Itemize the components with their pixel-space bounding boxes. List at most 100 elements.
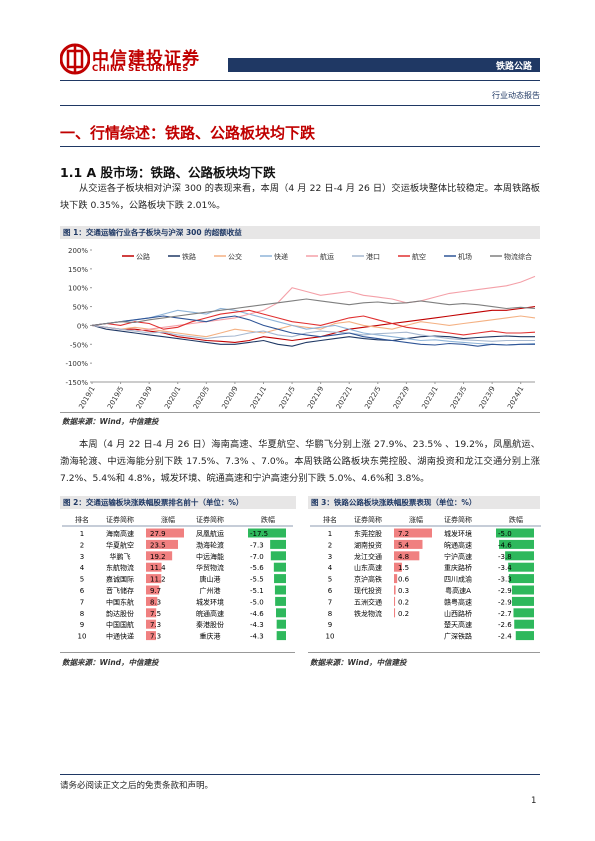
rule <box>60 412 540 413</box>
table-header: 跌幅 <box>261 515 275 524</box>
gain-value: 7.3 <box>150 633 161 641</box>
loss-bar <box>511 596 534 606</box>
loss-bar <box>505 551 534 561</box>
rank: 1 <box>328 530 332 538</box>
stock-name: 秦港股份 <box>196 620 224 629</box>
gain-bar <box>394 596 396 606</box>
x-tick-label: 2021/5 <box>278 385 297 410</box>
legend-label: 公路 <box>136 252 150 261</box>
gain-bar <box>394 551 420 561</box>
paragraph: 本周（4 月 22 日-4 月 26 日）海南高速、华夏航空、华鹏飞分别上涨 2… <box>60 439 540 484</box>
gain-value: 19.2 <box>150 553 166 561</box>
gain-value: 7.2 <box>398 530 409 538</box>
legend-label: 铁路 <box>182 252 196 261</box>
rank: 6 <box>80 587 85 595</box>
gain-bar <box>146 585 160 595</box>
stock-name: 中国国航 <box>106 620 134 629</box>
gain-bar <box>146 631 156 641</box>
stock-name: 龙江交通 <box>354 552 382 561</box>
rank: 5 <box>80 576 84 584</box>
loss-bar <box>274 585 286 595</box>
loss-bar <box>514 619 534 629</box>
stock-name: 宁沪高速 <box>444 552 472 561</box>
rank: 9 <box>80 621 84 629</box>
rank: 4 <box>80 564 85 572</box>
loss-value: -4.3 <box>250 633 264 641</box>
y-tick-label: 50% <box>72 304 88 312</box>
rank: 10 <box>326 633 335 641</box>
series-line <box>91 307 536 346</box>
gain-bar <box>394 574 398 584</box>
loss-value: -4.6 <box>498 541 512 549</box>
gain-value: 7.5 <box>150 610 161 618</box>
stock-name: 韵达股份 <box>106 609 134 618</box>
gain-bar <box>394 608 396 618</box>
rank: 4 <box>328 564 333 572</box>
rank: 1 <box>80 530 84 538</box>
x-tick-label: 2020/9 <box>220 385 239 410</box>
loss-bar <box>270 539 286 549</box>
loss-bar <box>274 574 286 584</box>
y-tick-label: -100% <box>65 360 88 368</box>
loss-value: -3.3 <box>498 576 512 584</box>
table-header: 排名 <box>75 515 89 524</box>
x-tick-label: 2020/5 <box>192 385 211 410</box>
stock-name: 五洲交通 <box>354 597 382 606</box>
stock-name: 皖通高速 <box>444 540 472 549</box>
rank: 8 <box>328 610 332 618</box>
y-tick-label: 0% <box>77 322 88 330</box>
tables: 排名 证券简称 涨幅 证券简称 跌幅 1 海南高速 27.9 凤凰航运 -17.5 2 华夏航空 23.… <box>62 515 541 641</box>
series-line <box>91 306 536 343</box>
gain-bar <box>146 608 157 618</box>
page-number: 1 <box>531 796 537 806</box>
series-line <box>91 315 535 347</box>
stock-name: 东莞控股 <box>354 529 382 538</box>
stock-name: 城发环境 <box>444 529 472 538</box>
stock-name: 华夏航空 <box>106 540 134 549</box>
stock-name: 现代投资 <box>354 586 382 595</box>
stock-name: 湖南投资 <box>354 540 382 549</box>
loss-bar <box>515 631 534 641</box>
loss-value: -5.1 <box>250 587 264 595</box>
stock-name: 广州港 <box>200 586 221 595</box>
gain-bar <box>146 574 162 584</box>
stock-name: 楚天高速 <box>444 620 472 629</box>
y-tick-label: 100% <box>68 285 88 293</box>
stock-name: 东航物流 <box>106 563 134 572</box>
x-tick-label: 2019/1 <box>77 385 96 410</box>
loss-bar <box>270 551 286 561</box>
table-header: 证券简称 <box>106 515 134 524</box>
table-caption: 图 3：铁路公路板块涨跌幅股票表现（单位：%） <box>308 496 540 509</box>
gain-value: 11.2 <box>150 576 166 584</box>
table-header: 涨幅 <box>409 515 423 524</box>
stock-name: 山西路桥 <box>444 609 472 618</box>
x-tick-label: 2023/5 <box>449 385 468 410</box>
y-tick-label: 150% <box>68 266 88 274</box>
stock-name: 海南高速 <box>106 529 134 538</box>
gain-bar <box>146 551 173 561</box>
stock-name: 渤海轮渡 <box>196 540 224 549</box>
loss-value: -2.6 <box>498 621 512 629</box>
rule <box>60 652 295 653</box>
stock-name: 中通快递 <box>106 632 134 641</box>
loss-bar <box>276 619 286 629</box>
legend-label: 快递 <box>274 252 288 261</box>
rule <box>308 652 540 653</box>
stock-name: 广深铁路 <box>444 632 472 641</box>
gain-value: 4.8 <box>398 553 409 561</box>
table-header: 证券简称 <box>196 515 224 524</box>
loss-bar <box>513 608 534 618</box>
disclaimer: 请务必阅读正文之后的免责条款和声明。 <box>60 781 214 791</box>
series-line <box>91 275 536 332</box>
series-line <box>91 324 535 347</box>
table-header: 跌幅 <box>509 515 523 524</box>
gain-value: 1.5 <box>398 564 409 572</box>
legend-label: 港口 <box>366 252 380 261</box>
x-tick-label: 2023/9 <box>478 385 497 410</box>
stock-name: 四川成渝 <box>444 575 472 584</box>
logo-text: 中信建投证券 <box>92 49 200 69</box>
stock-name: 华鹏飞 <box>110 552 131 561</box>
stock-name: 中国东航 <box>106 597 134 606</box>
table-source: 数据来源：Wind，中信建投 <box>62 658 159 667</box>
